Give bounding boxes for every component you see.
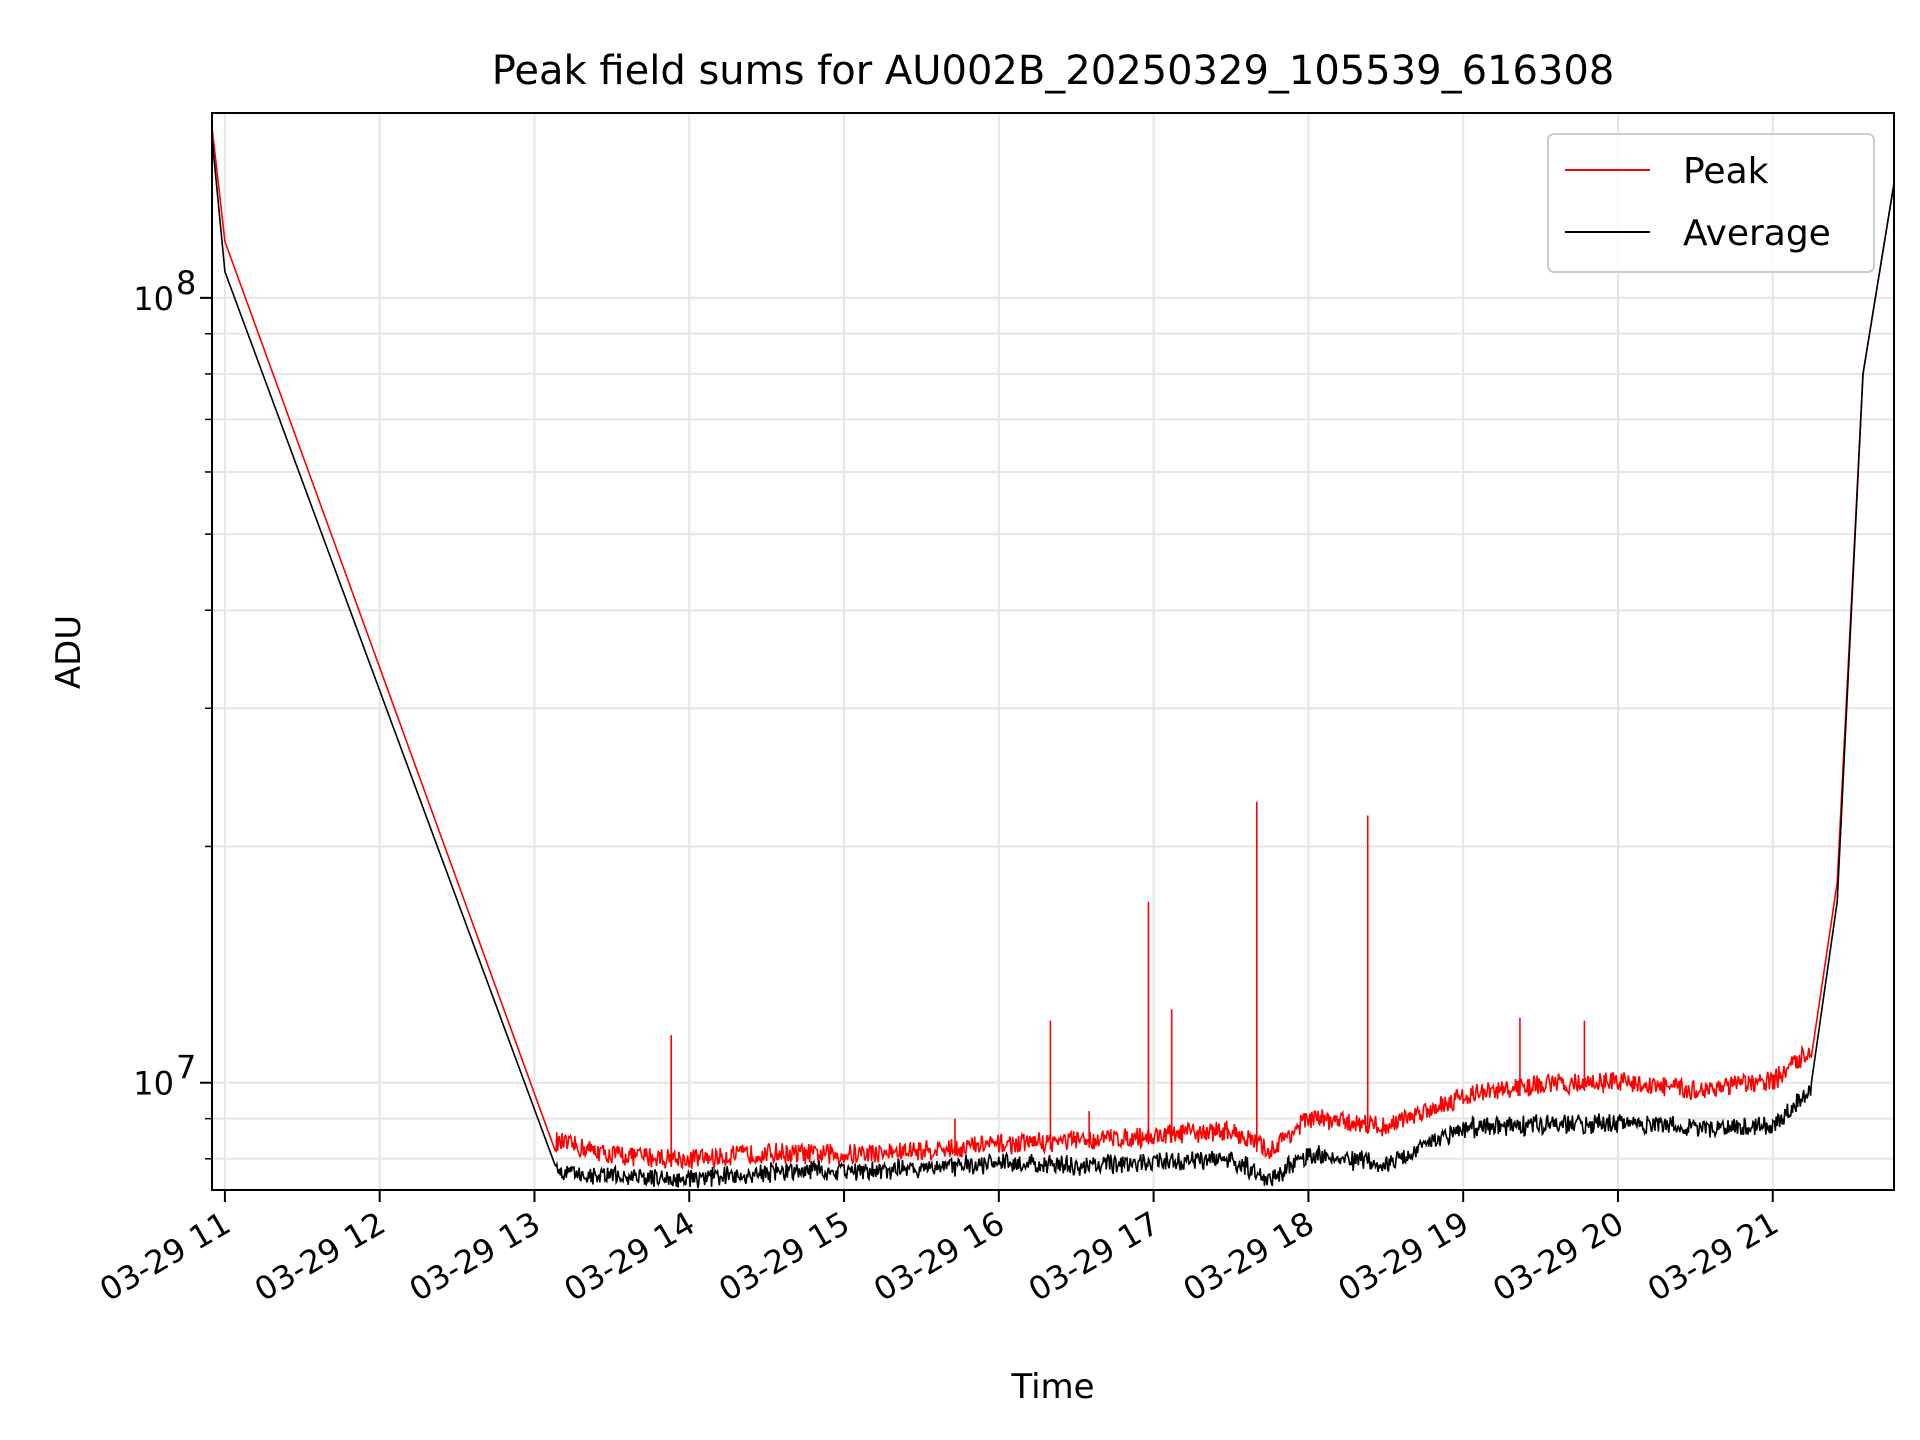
peak-series-line [211,127,1895,1170]
legend-box [1547,133,1875,273]
series-group [211,127,1895,1189]
legend: Peak Average [1547,133,1875,273]
legend-average-label: Average [1683,213,1831,254]
average-series-line [211,137,1895,1189]
y-tick-exponent: 8 [176,264,196,302]
y-tick-label: 10 [133,1065,174,1103]
y-tick-exponent: 7 [176,1049,196,1087]
y-tick-label: 10 [133,280,174,318]
y-axis-label: ADU [49,615,89,689]
grid [212,113,1894,1190]
legend-peak-label: Peak [1683,151,1769,192]
x-axis-label: Time [1010,1367,1094,1407]
plot-frame [211,112,1895,1191]
chart-title: Peak field sums for AU002B_20250329_1055… [492,48,1615,94]
